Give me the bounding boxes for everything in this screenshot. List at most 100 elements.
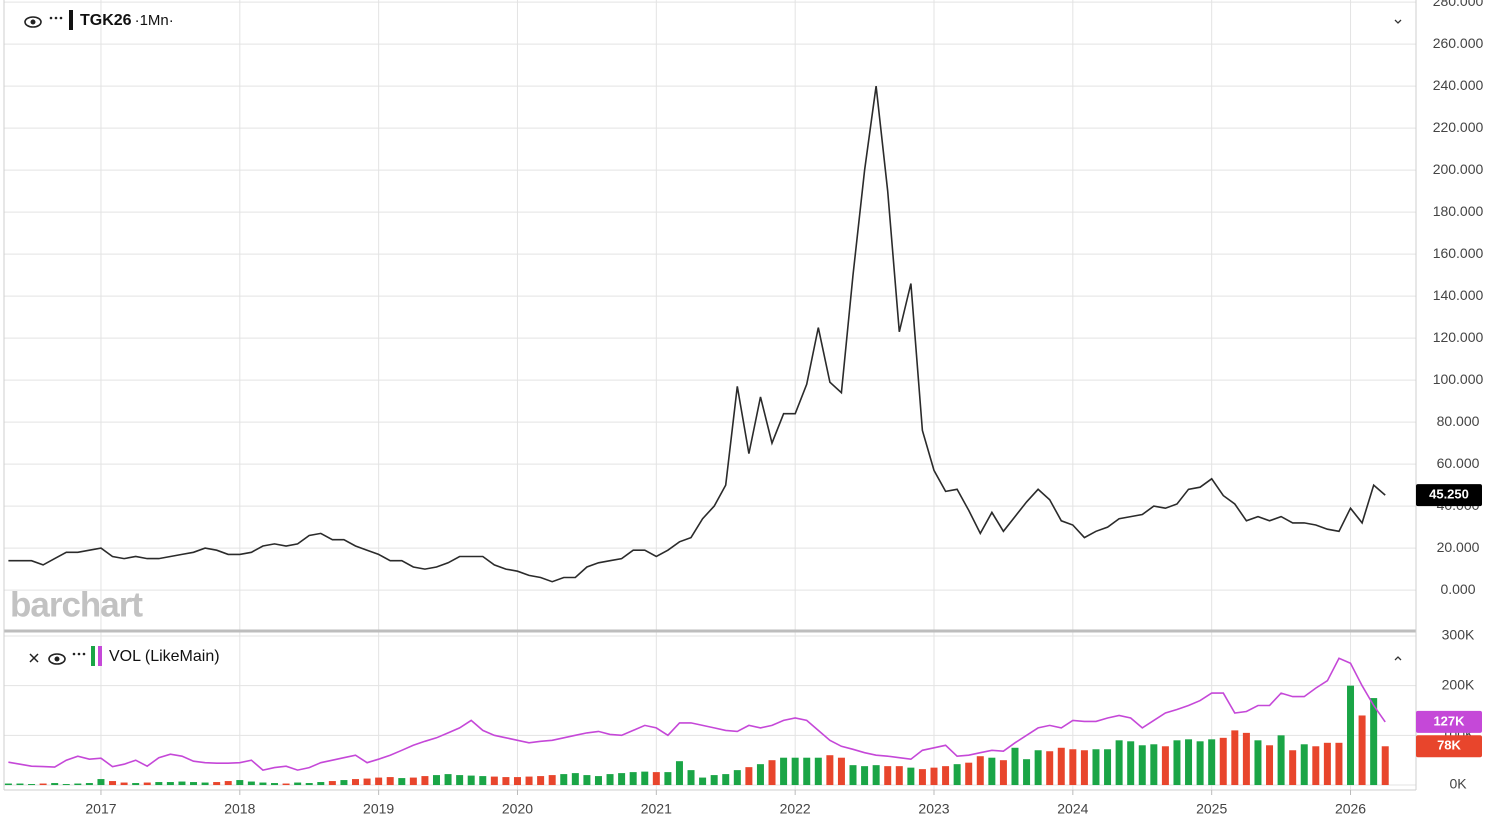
volume-bar xyxy=(155,782,163,786)
volume-bar xyxy=(1057,747,1065,786)
volume-bar xyxy=(1300,744,1308,786)
volume-bar xyxy=(768,760,776,786)
volume-bar xyxy=(976,756,984,786)
y-tick-label: 60.000 xyxy=(1437,455,1480,471)
volume-bar xyxy=(1266,745,1274,786)
volume-bar xyxy=(398,778,406,786)
more-icon[interactable] xyxy=(49,16,63,20)
volume-bar xyxy=(641,771,649,786)
volume-bar xyxy=(1254,740,1262,786)
volume-bar xyxy=(675,761,683,786)
volume-bar xyxy=(432,775,440,786)
volume-bar xyxy=(421,776,429,786)
volume-bar xyxy=(525,776,533,786)
volume-bar xyxy=(502,777,510,786)
volume-bar xyxy=(606,774,614,786)
volume-bar xyxy=(687,770,695,786)
volume-bar xyxy=(328,781,336,786)
volume-bar xyxy=(85,783,93,786)
volume-bar xyxy=(375,777,383,786)
volume-bar xyxy=(305,783,313,786)
volume-bar xyxy=(1115,740,1123,786)
volume-bar xyxy=(1196,741,1204,786)
x-tick-label: 2023 xyxy=(918,801,949,817)
volume-bar xyxy=(872,765,880,786)
volume-bar xyxy=(756,764,764,786)
volume-bar xyxy=(294,782,302,786)
last-value-tag-box xyxy=(1416,735,1482,758)
last-value-tag: 78K xyxy=(1437,738,1461,753)
eye-icon[interactable] xyxy=(24,16,42,28)
x-tick-label: 2018 xyxy=(224,801,255,817)
volume-bar xyxy=(814,757,822,786)
volume-bar xyxy=(1381,746,1389,786)
y-tick-label: 240.000 xyxy=(1433,77,1484,93)
volume-bar xyxy=(999,760,1007,786)
volume-bar xyxy=(733,770,741,786)
volume-swatch xyxy=(91,646,95,666)
volume-bar xyxy=(143,782,151,786)
x-tick-label: 2019 xyxy=(363,801,394,817)
more-icon[interactable] xyxy=(72,652,86,656)
y-tick-label: 0K xyxy=(1449,776,1467,792)
volume-bar xyxy=(1104,749,1112,786)
volume-bar xyxy=(340,780,348,786)
volume-bar xyxy=(537,776,545,786)
x-tick-label: 2024 xyxy=(1057,801,1088,817)
volume-bar xyxy=(1046,751,1054,786)
volume-bar xyxy=(1127,741,1135,786)
volume-bar xyxy=(16,783,24,786)
volume-bar xyxy=(710,775,718,786)
volume-bar xyxy=(918,769,926,786)
collapse-icon[interactable] xyxy=(1394,19,1402,24)
volume-bar xyxy=(62,784,70,786)
volume-bar xyxy=(444,774,452,786)
volume-bar xyxy=(1370,698,1378,786)
volume-bar xyxy=(166,782,174,786)
y-tick-label: 200K xyxy=(1442,676,1475,692)
volume-bar xyxy=(849,765,857,786)
volume-bar xyxy=(594,776,602,786)
last-value-tag: 45.250 xyxy=(1429,487,1469,502)
y-tick-label: 220.000 xyxy=(1433,119,1484,135)
volume-bar xyxy=(317,782,325,786)
volume-bar xyxy=(1023,759,1031,786)
marks xyxy=(4,85,1389,786)
volume-bar xyxy=(213,782,221,786)
volume-bar xyxy=(618,773,626,786)
volume-bar xyxy=(456,775,464,786)
expand-icon[interactable] xyxy=(1394,656,1402,661)
y-tick-label: 200.000 xyxy=(1433,161,1484,177)
y-tick-label: 140.000 xyxy=(1433,287,1484,303)
volume-bar xyxy=(571,773,579,786)
volume-bar xyxy=(837,757,845,786)
average-swatch xyxy=(98,646,102,666)
volume-bar xyxy=(97,779,105,786)
volume-bar xyxy=(1358,715,1366,786)
y-tick-label: 180.000 xyxy=(1433,203,1484,219)
volume-bar xyxy=(190,782,198,786)
y-tick-label: 80.000 xyxy=(1437,413,1480,429)
interval-label: ·1Mn· xyxy=(135,12,174,29)
volume-bar xyxy=(247,781,255,786)
volume-bar xyxy=(4,783,12,786)
eye-icon[interactable] xyxy=(48,653,66,665)
volume-bar xyxy=(1277,735,1285,786)
volume-bar xyxy=(1150,744,1158,786)
volume-bar xyxy=(259,782,267,786)
volume-bar xyxy=(513,777,521,786)
x-tick-label: 2026 xyxy=(1335,801,1366,817)
volume-bar xyxy=(861,766,869,786)
volume-bar xyxy=(965,762,973,786)
volume-bar xyxy=(1173,740,1181,786)
volume-bar xyxy=(1312,746,1320,786)
volume-bar xyxy=(583,775,591,786)
close-icon[interactable] xyxy=(29,653,39,663)
volume-bar xyxy=(803,757,811,786)
study-title: VOL (LikeMain) xyxy=(109,648,220,665)
volume-bar xyxy=(560,774,568,786)
line xyxy=(8,85,1386,583)
volume-bar xyxy=(1092,749,1100,786)
